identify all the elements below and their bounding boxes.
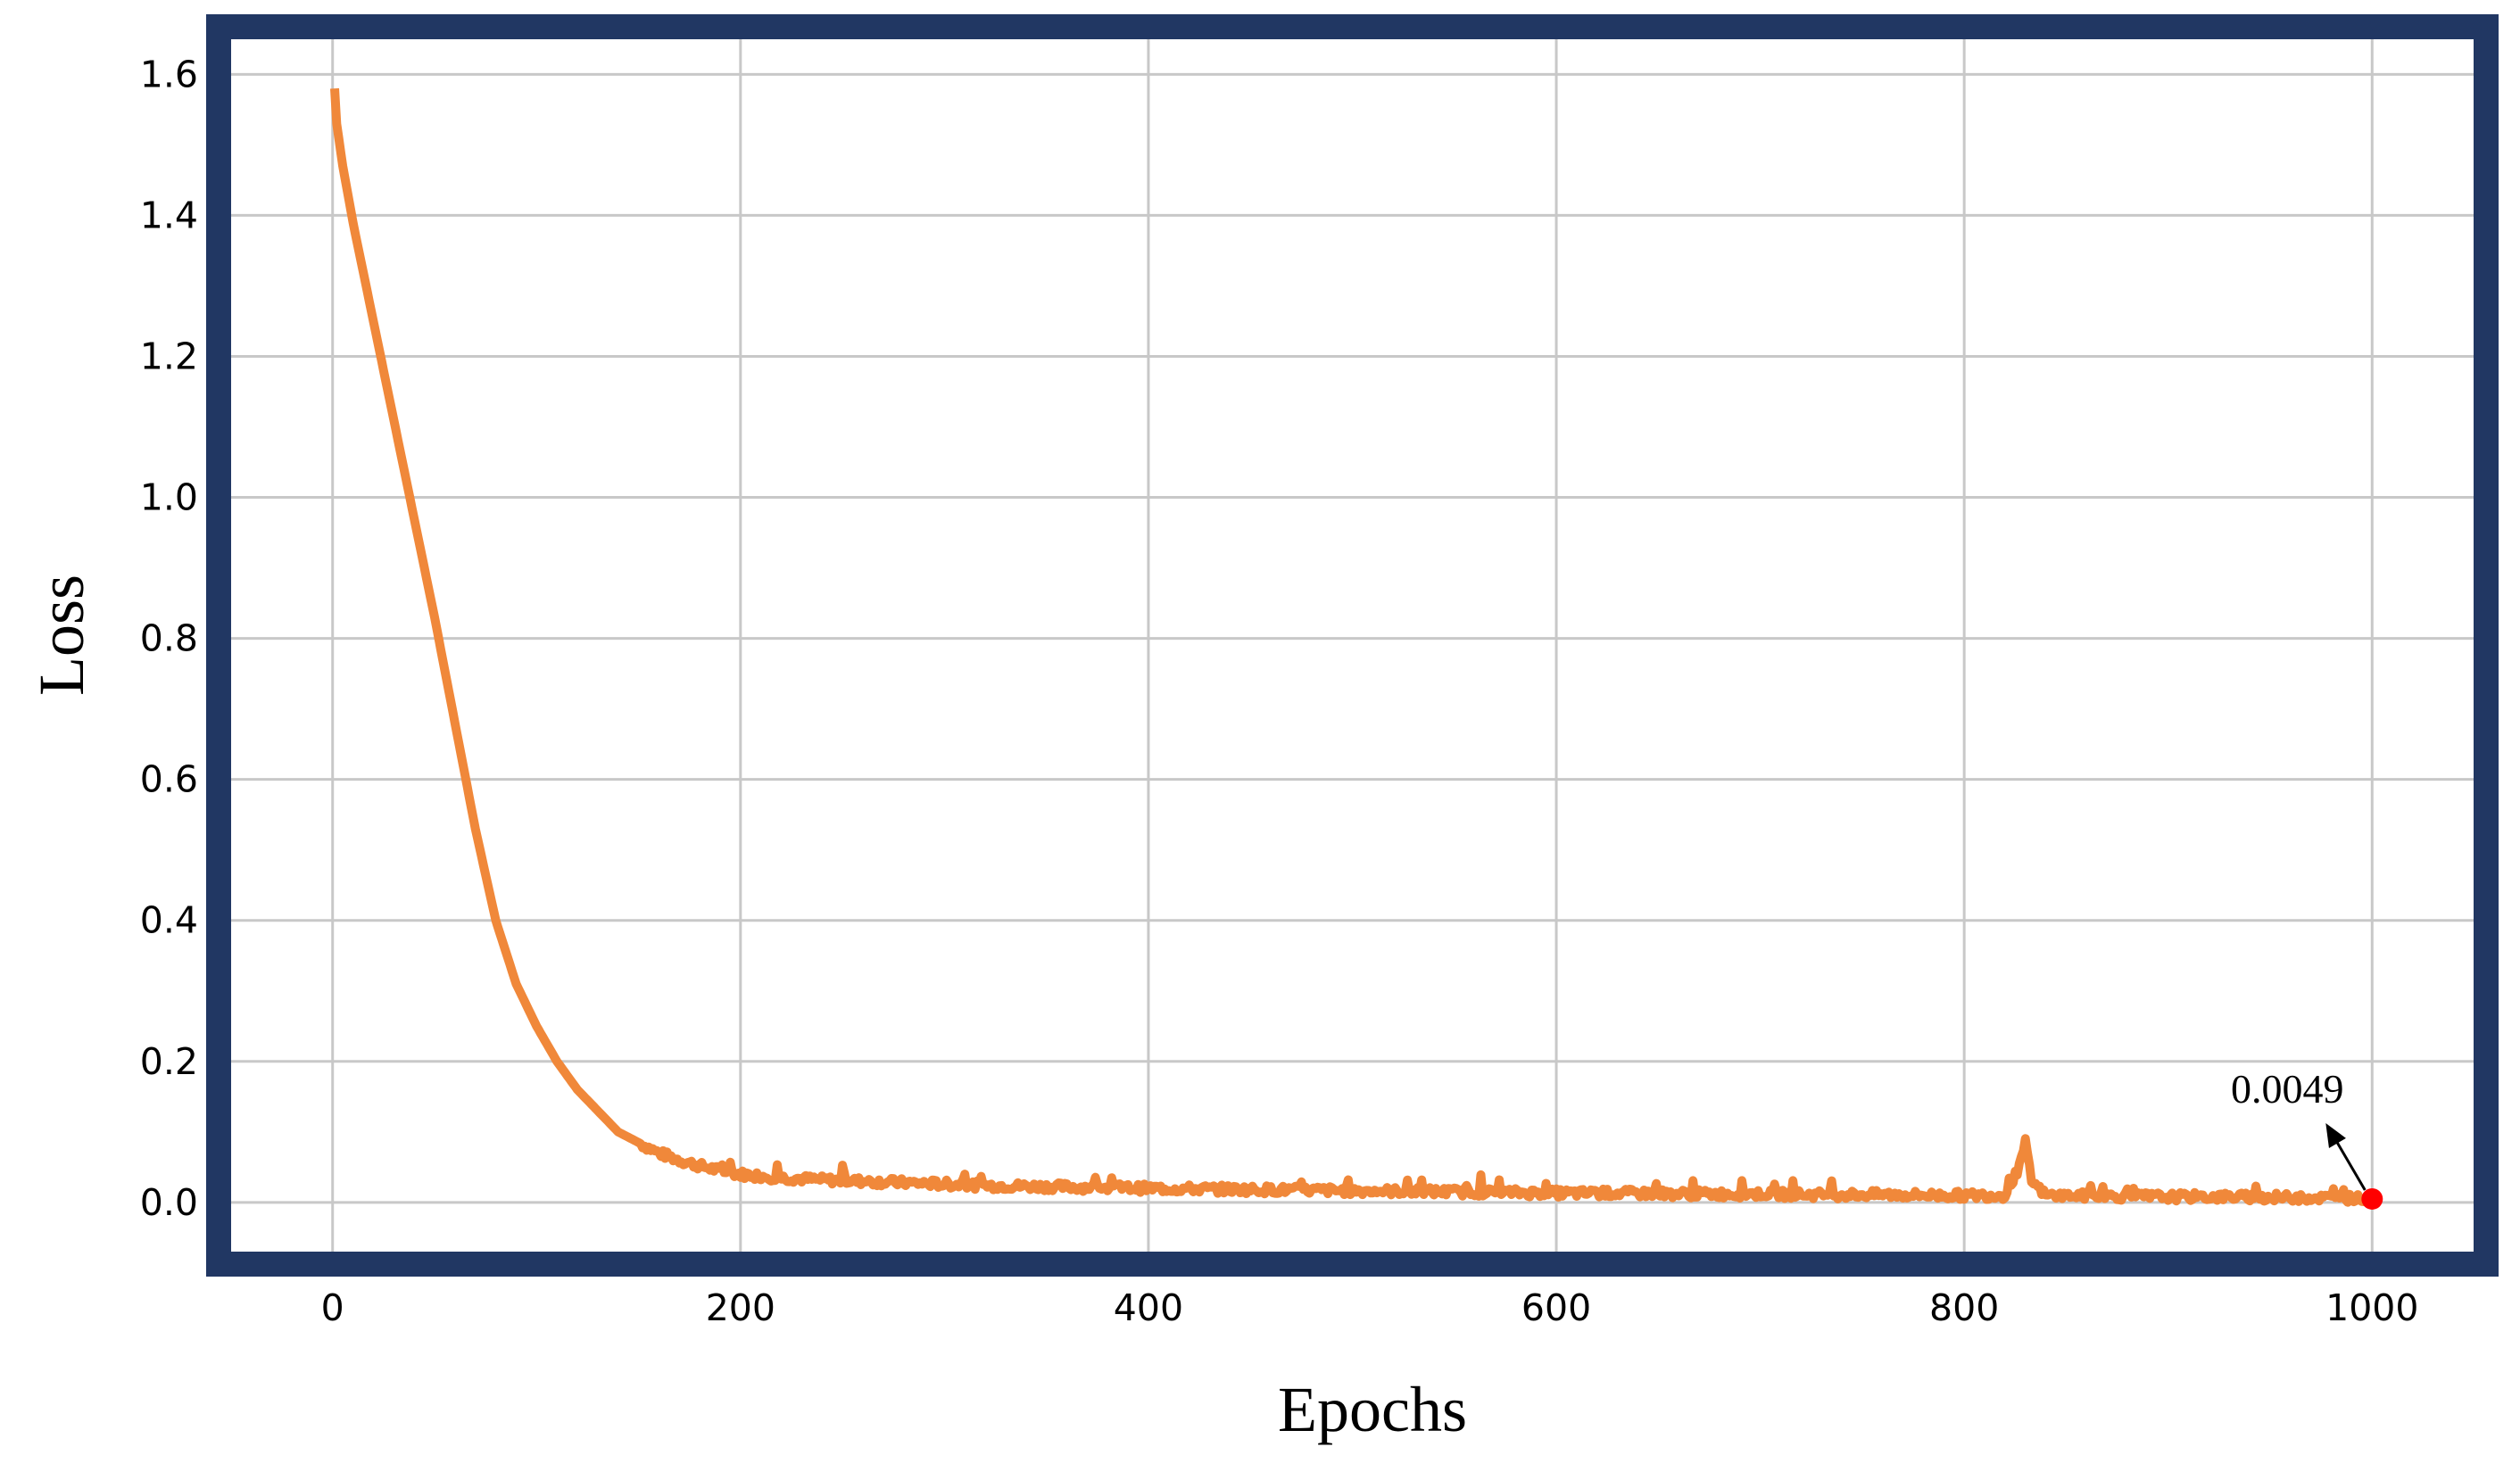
y-tick-label-0: 0.0: [140, 1181, 198, 1224]
y-tick-label-2: 0.4: [140, 899, 198, 942]
plot-border: [206, 14, 2499, 1277]
annotation-label: 0.0049: [2231, 1066, 2344, 1112]
grid: [220, 29, 2484, 1262]
y-tick-label-5: 1.0: [140, 476, 198, 519]
y-tick-label-6: 1.2: [140, 335, 198, 377]
plot-frame: [206, 14, 2499, 1277]
y-axis-label: Loss: [26, 575, 97, 696]
x-tick-label-2: 400: [1114, 1286, 1183, 1329]
y-tick-label-8: 1.6: [140, 53, 198, 95]
annotation-arrow-head: [2325, 1122, 2346, 1148]
tick-labels: 0 200 400 600 800 1000 0.0 0.2 0.4 0.6 0.8 1.0 1.2 1.…: [140, 53, 2419, 1329]
x-tick-label-4: 800: [1929, 1286, 1999, 1329]
loss-series-line-0: [330, 87, 2375, 1207]
x-tick-label-3: 600: [1521, 1286, 1591, 1329]
y-tick-label-1: 0.2: [140, 1040, 198, 1083]
final-loss-marker: [2361, 1187, 2383, 1210]
x-tick-label-0: 0: [321, 1286, 344, 1329]
y-tick-label-7: 1.4: [140, 194, 198, 236]
annotation: 0.0049: [2231, 1066, 2383, 1210]
series-layer: [330, 87, 2375, 1207]
x-tick-label-5: 1000: [2325, 1286, 2418, 1329]
y-tick-label-4: 0.8: [140, 617, 198, 660]
x-axis-label: Epochs: [1278, 1374, 1467, 1445]
x-tick-label-1: 200: [706, 1286, 775, 1329]
y-tick-label-3: 0.6: [140, 758, 198, 801]
